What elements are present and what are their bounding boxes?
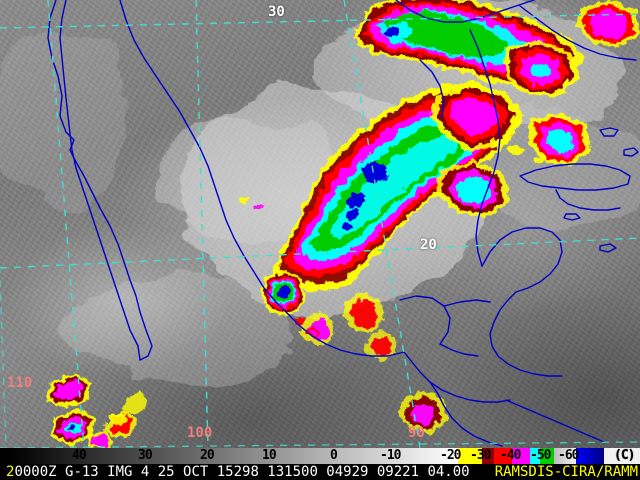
color-scale-segment-green (540, 448, 554, 464)
pacific-convective-cells (46, 372, 148, 448)
color-scale-segment-gray-ramp (10, 448, 458, 464)
color-scale-segment-red (494, 448, 512, 464)
lon-label-90: 90 (408, 425, 425, 441)
scattered-convective-cells (430, 0, 640, 218)
lon-label-100: 100 (187, 425, 213, 441)
lon-label-110: 110 (7, 375, 33, 391)
satellite-imagery[interactable]: 30 20 110 100 90 (0, 0, 640, 448)
color-scale-segment-blue (576, 448, 604, 464)
color-scale-segment-white-end (604, 448, 640, 464)
color-scale-segment-gray-mid (554, 448, 576, 464)
enhanced-ir-color-layer (0, 0, 640, 448)
color-scale-segment-black-start (0, 448, 10, 464)
latlon-grid-overlay (0, 0, 640, 448)
source-attribution: RAMSDIS-CIRA/RAMM (494, 464, 638, 480)
minor-cells (111, 138, 543, 426)
color-scale-segment-magenta (512, 448, 530, 464)
status-bar-text: 20000Z G-13 IMG 4 25 OCT 15298 131500 04… (6, 464, 470, 480)
color-scale-segment-yellow (458, 448, 482, 464)
lat-label-30: 30 (268, 4, 285, 20)
color-scale-segment-dark-red (482, 448, 494, 464)
status-bar: 20000Z G-13 IMG 4 25 OCT 15298 131500 04… (0, 464, 640, 480)
coastline-overlay (47, 0, 639, 447)
status-main-text: 0000Z G-13 IMG 4 25 OCT 15298 131500 049… (14, 464, 470, 480)
isolated-convective-cell (261, 271, 305, 315)
color-scale-bar[interactable] (0, 448, 640, 464)
status-lead-digit: 2 (6, 464, 15, 480)
lat-label-20: 20 (420, 237, 437, 253)
color-scale-segment-cyan (530, 448, 540, 464)
overshooting-top-cores (342, 162, 387, 230)
scattered-streaks-south (300, 292, 448, 434)
